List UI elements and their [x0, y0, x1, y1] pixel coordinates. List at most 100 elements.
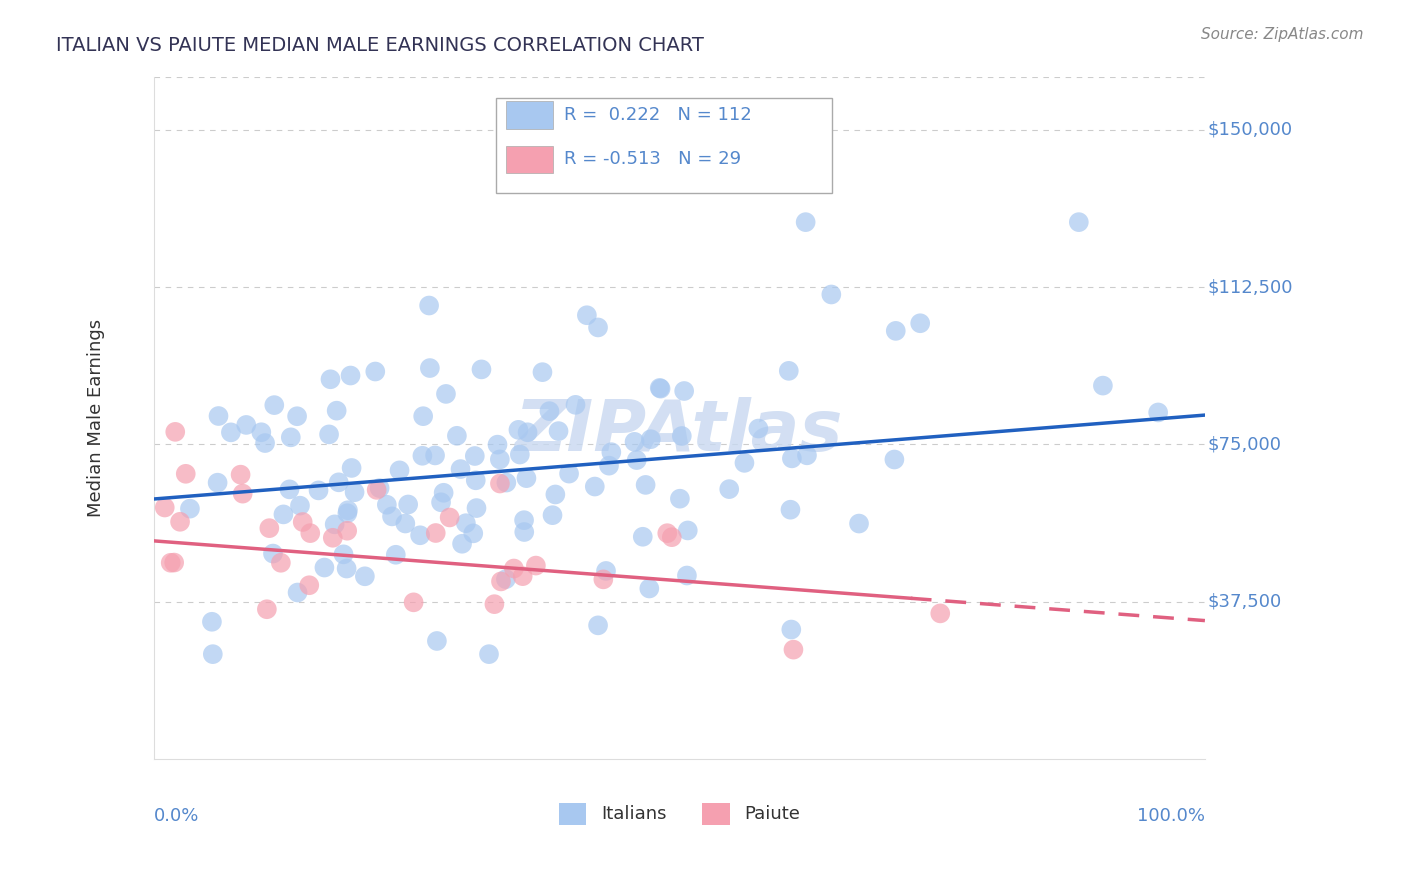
Point — [465, 501, 488, 516]
Point — [446, 429, 468, 443]
Point — [179, 501, 201, 516]
Point — [232, 486, 254, 500]
Point — [600, 445, 623, 459]
Point — [319, 372, 342, 386]
Text: $112,500: $112,500 — [1206, 278, 1292, 296]
Point — [287, 585, 309, 599]
Point — [263, 398, 285, 412]
Point — [780, 451, 803, 466]
Point — [259, 521, 281, 535]
Point — [515, 471, 537, 485]
Point — [291, 515, 314, 529]
Point — [513, 513, 536, 527]
Point — [544, 487, 567, 501]
Point — [575, 308, 598, 322]
Point — [235, 417, 257, 432]
Point — [288, 499, 311, 513]
Point — [364, 364, 387, 378]
Point — [780, 623, 803, 637]
Point — [586, 618, 609, 632]
Point — [375, 498, 398, 512]
Point — [502, 561, 524, 575]
Point — [354, 569, 377, 583]
Text: ITALIAN VS PAIUTE MEDIAN MALE EARNINGS CORRELATION CHART: ITALIAN VS PAIUTE MEDIAN MALE EARNINGS C… — [56, 36, 704, 54]
Point — [340, 461, 363, 475]
Text: $75,000: $75,000 — [1206, 435, 1281, 453]
Point — [495, 475, 517, 490]
Point — [547, 424, 569, 438]
Point — [796, 448, 818, 462]
Point — [747, 421, 769, 435]
Point — [673, 384, 696, 398]
Point — [1147, 405, 1170, 419]
Point — [592, 573, 614, 587]
Point — [159, 556, 181, 570]
Point — [779, 502, 801, 516]
Point — [669, 491, 692, 506]
Point — [484, 597, 506, 611]
Point — [439, 510, 461, 524]
Text: 100.0%: 100.0% — [1137, 806, 1205, 825]
Point — [929, 607, 952, 621]
Point — [425, 526, 447, 541]
Point — [323, 517, 346, 532]
Point — [489, 574, 512, 589]
Point — [254, 436, 277, 450]
Point — [423, 449, 446, 463]
Point — [598, 458, 620, 473]
Point — [595, 564, 617, 578]
Point — [412, 409, 434, 424]
Point — [583, 479, 606, 493]
Point — [381, 509, 404, 524]
Point — [368, 481, 391, 495]
Point — [207, 475, 229, 490]
Point — [169, 515, 191, 529]
FancyBboxPatch shape — [506, 145, 554, 173]
Text: $37,500: $37,500 — [1206, 592, 1281, 611]
Point — [470, 362, 492, 376]
Point — [201, 615, 224, 629]
Point — [219, 425, 242, 440]
Point — [262, 547, 284, 561]
Point — [513, 524, 536, 539]
Point — [671, 429, 693, 443]
Point — [463, 526, 485, 541]
Point — [464, 449, 486, 463]
Point — [339, 368, 361, 383]
Point — [409, 528, 432, 542]
Point — [509, 448, 531, 462]
Point — [631, 530, 654, 544]
Point — [332, 547, 354, 561]
Point — [661, 530, 683, 544]
Point — [388, 463, 411, 477]
Text: Median Male Earnings: Median Male Earnings — [87, 319, 105, 517]
Point — [558, 467, 581, 481]
Point — [541, 508, 564, 523]
Point — [308, 483, 330, 498]
Point — [328, 475, 350, 490]
Point — [450, 462, 472, 476]
Point — [256, 602, 278, 616]
FancyBboxPatch shape — [506, 102, 554, 128]
Point — [676, 568, 699, 582]
Point — [314, 560, 336, 574]
Point — [174, 467, 197, 481]
Point — [430, 495, 453, 509]
Point — [343, 485, 366, 500]
Point — [411, 449, 433, 463]
Point — [336, 506, 359, 520]
Point — [318, 427, 340, 442]
Point — [650, 382, 672, 396]
Point — [280, 430, 302, 444]
Point — [782, 642, 804, 657]
Point — [820, 287, 842, 301]
Point — [794, 215, 817, 229]
Point — [396, 498, 419, 512]
Point — [250, 425, 273, 440]
Point — [512, 569, 534, 583]
Point — [322, 531, 344, 545]
Point — [298, 578, 321, 592]
Point — [165, 425, 187, 439]
Legend: Italians, Paiute: Italians, Paiute — [553, 796, 807, 831]
Text: ZIPAtlas: ZIPAtlas — [516, 397, 844, 467]
